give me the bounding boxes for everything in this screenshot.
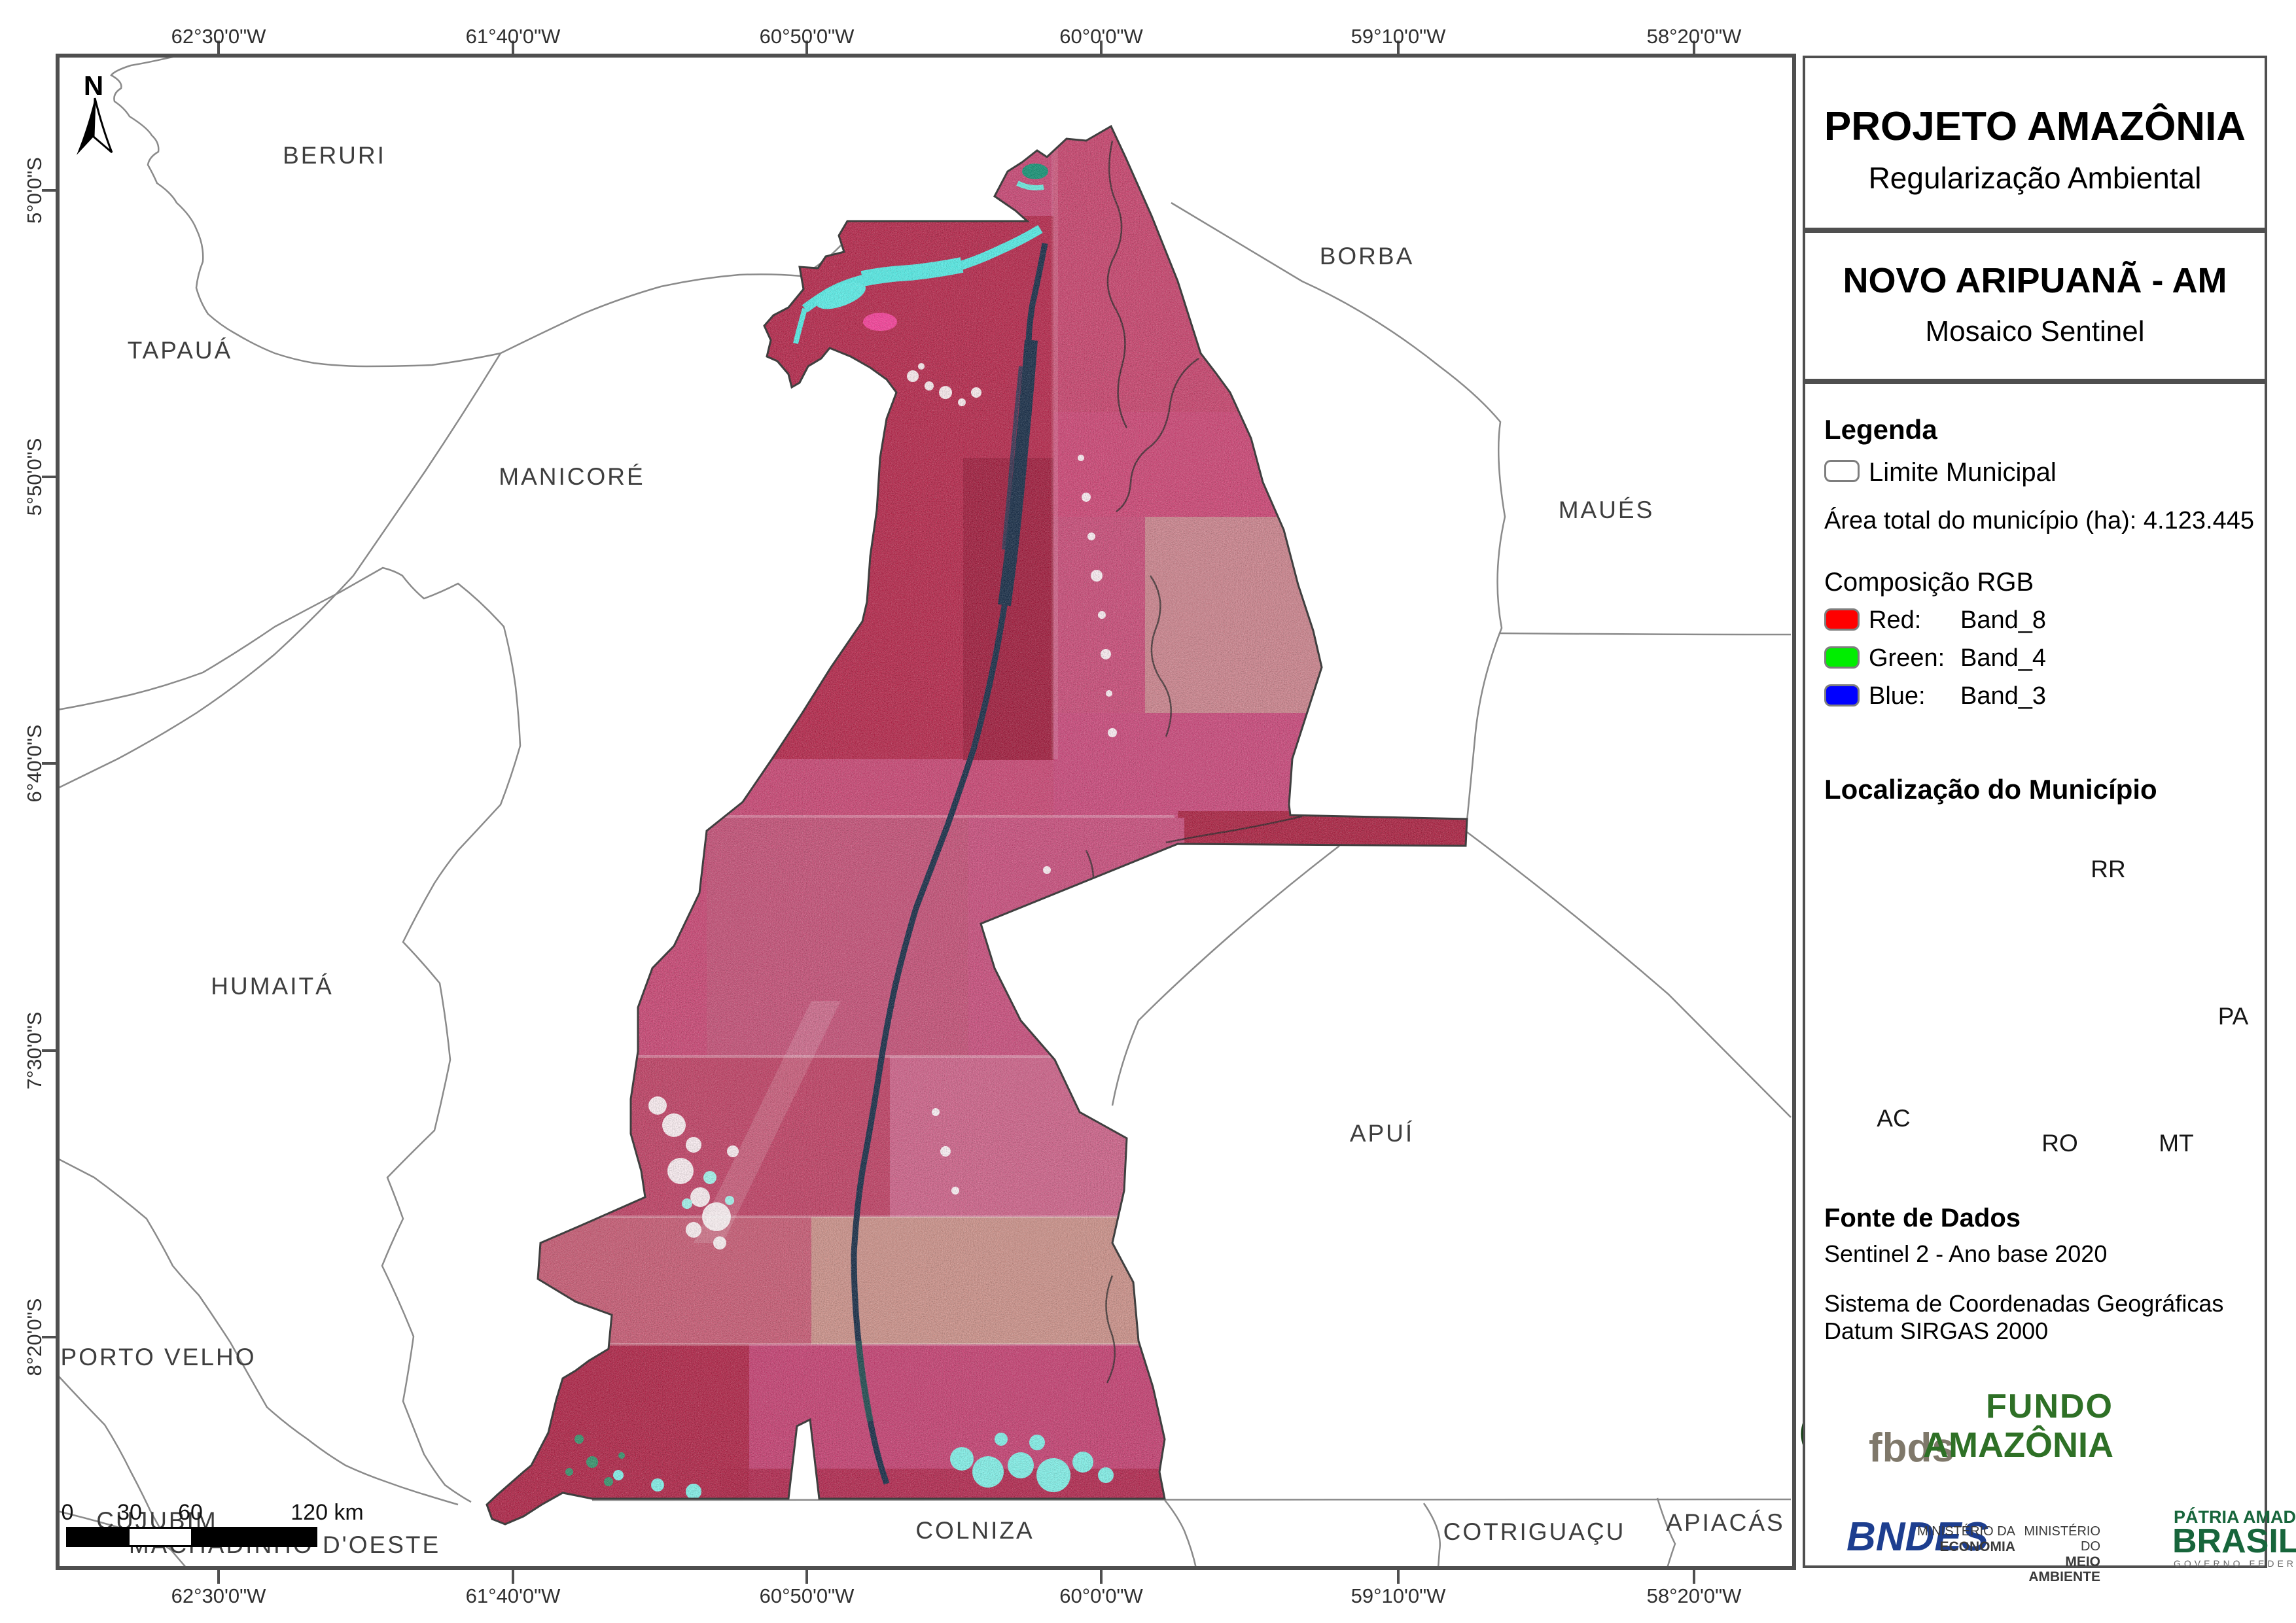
place-label: TAPAUÁ (127, 337, 233, 364)
ministry-economy-line1: MINISTÉRIO DA (1917, 1524, 2016, 1539)
graticule-ticks (42, 41, 1695, 1584)
ministry-economy-label: MINISTÉRIO DA ECONOMIA (1917, 1524, 2015, 1554)
scale-bar-number: 120 km (291, 1500, 364, 1525)
inset-state-label: PA (2217, 1003, 2249, 1030)
axis-label-bottom: 59°10'0"W (1351, 1584, 1446, 1607)
rgb-name: Blue: (1869, 682, 1926, 710)
inset-state-label: AC (1877, 1105, 1911, 1132)
source-line2: Sistema de Coordenadas Geográficas (1824, 1290, 2224, 1317)
subtitle-panel (1803, 230, 2267, 381)
rgb-swatch (1824, 608, 1860, 631)
municipality-subtitle: Mosaico Sentinel (1925, 315, 2145, 347)
legend-panel (1803, 381, 2267, 1568)
ministry-environment-label: MINISTÉRIO DO MEIO AMBIENTE (2007, 1524, 2100, 1584)
ministry-environment-line1: MINISTÉRIO DO (2024, 1524, 2100, 1554)
axis-label-bottom: 61°40'0"W (465, 1584, 561, 1607)
patria-amada-line3: GOVERNO FEDERAL (2174, 1558, 2296, 1569)
municipality-title: NOVO ARIPUANÃ - AM (1843, 261, 2227, 300)
place-label: BORBA (1319, 243, 1415, 270)
limit-municipal-label: Limite Municipal (1869, 458, 2057, 487)
map-frame (56, 54, 1796, 1570)
rgb-heading: Composição RGB (1824, 568, 2034, 597)
place-label: BERURI (283, 142, 386, 169)
source-line1: Sentinel 2 - Ano base 2020 (1824, 1240, 2108, 1267)
bndes-logo-text: BNDES (1846, 1514, 1989, 1560)
axis-label-left: 5°50'0"S (23, 438, 46, 516)
source-heading: Fonte de Dados (1824, 1204, 2021, 1232)
patria-amada-line2: BRASIL (2172, 1522, 2296, 1560)
place-label: PORTO VELHO (60, 1344, 256, 1370)
axis-label-top: 59°10'0"W (1351, 25, 1446, 48)
fbds-logo-text: fbds (1869, 1425, 1954, 1471)
scale-bar-number: 0 (61, 1500, 74, 1525)
rgb-band: Band_3 (1960, 682, 2047, 710)
patria-amada-line1: PÁTRIA AMADA (2174, 1507, 2296, 1527)
rgb-swatch (1824, 646, 1860, 669)
rgb-band: Band_8 (1960, 606, 2047, 634)
ministry-economy-line2: ECONOMIA (1939, 1539, 2016, 1554)
title-panel (1803, 56, 2267, 230)
axis-label-left: 5°0'0"S (23, 157, 46, 224)
limit-municipal-swatch (1824, 460, 1860, 482)
fundo-amazonia-logo-line2: AMAZÔNIA (1923, 1425, 2113, 1465)
axis-label-top: 61°40'0"W (465, 25, 561, 48)
place-label: COLNIZA (915, 1517, 1034, 1544)
ministry-environment-line2: MEIO AMBIENTE (2028, 1554, 2100, 1584)
place-label: APUÍ (1349, 1120, 1415, 1147)
axis-label-bottom: 60°0'0"W (1059, 1584, 1143, 1607)
municipal-boundary-lines (57, 55, 1792, 1569)
place-label: COTRIGUAÇU (1443, 1518, 1626, 1545)
inset-state-label: MT (2159, 1130, 2194, 1157)
axis-label-top: 58°20'0"W (1646, 25, 1742, 48)
axis-label-top: 60°50'0"W (759, 25, 855, 48)
rgb-name: Green: (1869, 644, 1945, 672)
axis-label-bottom: 58°20'0"W (1646, 1584, 1742, 1607)
axis-label-bottom: 60°50'0"W (759, 1584, 855, 1607)
north-arrow-icon (77, 97, 113, 155)
axis-label-left: 6°40'0"S (23, 724, 46, 803)
scale-bar-number: 60 (178, 1500, 203, 1525)
place-label: MAUÉS (1558, 497, 1655, 523)
north-letter: N (83, 70, 104, 101)
source-line3: Datum SIRGAS 2000 (1824, 1318, 2049, 1344)
axis-label-top: 62°30'0"W (171, 25, 266, 48)
fundo-amazonia-logo-line1: FUNDO (1986, 1387, 2113, 1425)
area-total-label: Área total do município (ha): 4.123.445 (1824, 507, 2254, 534)
legend-heading: Legenda (1824, 414, 1937, 445)
axis-label-left: 7°30'0"S (23, 1011, 46, 1090)
axis-label-left: 8°20'0"S (23, 1298, 46, 1376)
rgb-swatch (1824, 684, 1860, 707)
inset-state-label: RR (2091, 856, 2126, 882)
inset-state-label: RO (2041, 1130, 2078, 1157)
rgb-band: Band_4 (1960, 644, 2047, 672)
axis-label-top: 60°0'0"W (1059, 25, 1143, 48)
project-subtitle: Regularização Ambiental (1868, 161, 2202, 195)
scale-bar-number: 30 (117, 1500, 142, 1525)
scale-bar (66, 1527, 317, 1547)
place-label: HUMAITÁ (211, 973, 334, 1000)
location-heading: Localização do Município (1824, 774, 2157, 805)
project-title: PROJETO AMAZÔNIA (1824, 104, 2246, 149)
place-label: MANICORÉ (499, 463, 645, 490)
rgb-name: Red: (1869, 606, 1922, 634)
place-label: APIACÁS (1666, 1509, 1785, 1536)
axis-label-bottom: 62°30'0"W (171, 1584, 266, 1607)
sentinel-mosaic (486, 125, 1468, 1526)
